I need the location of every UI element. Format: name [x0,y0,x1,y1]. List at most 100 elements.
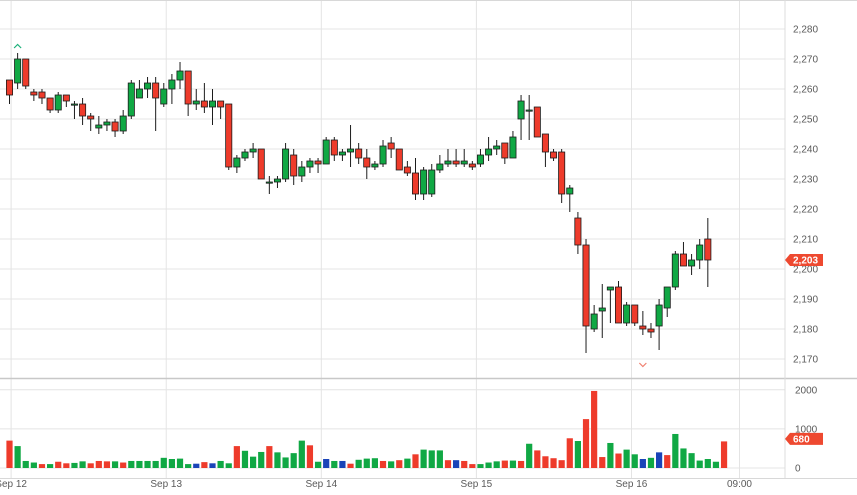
candle [598,284,606,338]
candle-body [493,145,501,150]
candle-body [152,82,160,99]
candle-body [411,172,419,195]
volume-bar [396,460,403,468]
volume-bar [30,462,37,468]
candle-body [501,142,509,159]
candle-body [541,133,549,153]
candle [103,119,111,131]
candle-body [314,160,322,165]
candle [30,89,38,101]
candle [144,77,152,98]
candle [217,100,225,119]
candle-body [533,106,541,138]
candle [322,137,330,165]
volume-bar [201,462,208,468]
last-volume-badge-shape [785,432,823,445]
volume-bar [615,453,622,468]
volume-bar [274,452,281,468]
candle-body [623,304,631,324]
volume-bar [623,449,630,468]
candle-body [631,304,639,324]
candle [671,251,679,290]
candle-body [6,79,13,96]
candle [152,77,160,131]
last-volume-label: 680 [793,434,810,445]
price-tick-label: 2,270 [793,55,818,66]
volume-bar [688,453,695,468]
time-tick-label: Sep 14 [305,479,337,490]
volume-bar [250,456,257,468]
extreme-markers [13,43,647,368]
candle [704,218,712,287]
candle [476,149,484,167]
volume-bar [55,461,62,468]
volume-bar [6,440,13,468]
candle-body [517,100,525,120]
volume-bar [704,459,711,468]
candle-body [566,187,574,195]
volume-bar [282,457,289,468]
volume-bar [656,452,663,468]
candle-body [363,157,371,168]
price-tick-label: 2,220 [793,205,818,216]
volume-bar [193,463,200,468]
volume-tick-label: 1000 [795,424,818,435]
volume-bar [453,460,460,468]
volume-bar [444,460,452,468]
candle [403,161,411,176]
candle [87,113,95,131]
volume-bar [298,440,305,468]
candle [314,158,322,173]
candle-body [663,286,671,309]
candle-body [322,139,330,165]
candle-body [290,154,298,177]
candle-body [696,244,704,261]
candle-body [30,91,38,96]
volume-bar [607,442,614,468]
price-tick-label: 2,170 [793,355,818,366]
candle-body [436,163,444,171]
candle [282,143,290,182]
volume-bar [38,464,46,468]
volume-axis: 0 1000 2000 [795,385,818,474]
candle [615,281,623,324]
candle-body [688,259,696,267]
volume-bar [574,441,581,468]
candle [233,155,241,173]
price-tick-label: 2,180 [793,325,818,336]
volume-bar [582,419,590,468]
candle-body [265,181,273,184]
time-axis: Sep 12 Sep 13 Sep 14 Sep 15 Sep 16 09:00 [0,479,752,490]
volume-bar [176,458,184,468]
volume-bar [526,443,533,468]
candle [558,149,566,203]
candle [411,158,419,200]
volume-bar [111,461,119,468]
candle [541,133,549,167]
candle-body [70,103,78,106]
candle [655,299,663,350]
candle-body [127,82,135,117]
volume-bar [712,461,720,468]
volume-bar [323,459,330,468]
candle [241,149,249,161]
candle-body [95,124,103,129]
candle [371,161,379,170]
volume-bar [420,449,427,468]
candle [631,304,639,326]
volume-bar [14,446,21,468]
high-marker-icon [13,43,22,49]
candle-body [330,139,338,156]
time-tick-label: Sep 13 [150,479,182,490]
candle-body [249,148,257,153]
volume-bar [266,446,273,468]
candle [225,103,233,170]
volume-bar [290,453,297,468]
candle-body [200,100,208,108]
candle [347,125,355,167]
candle-body [103,121,111,126]
candle-body [225,103,233,168]
price-tick-label: 2,240 [793,145,818,156]
grid-lines [0,0,785,478]
